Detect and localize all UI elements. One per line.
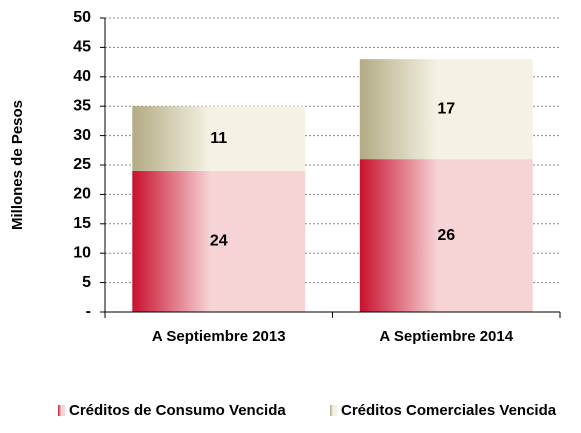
- legend-swatch: [330, 405, 337, 416]
- y-tick-label: 25: [73, 156, 91, 173]
- x-tick-label: A Septiembre 2013: [152, 328, 286, 345]
- legend-label: Créditos Comerciales Vencida: [341, 402, 557, 419]
- y-tick-label: 40: [73, 68, 91, 85]
- y-tick-label: 10: [73, 244, 91, 261]
- bar-segment: [132, 106, 306, 171]
- y-tick-label: 30: [73, 127, 91, 144]
- bar-segment: [359, 59, 533, 160]
- bar-segment: [132, 170, 306, 312]
- y-tick-label: 20: [73, 186, 91, 203]
- legend-label: Créditos de Consumo Vencida: [69, 402, 286, 419]
- y-tick-label: 35: [73, 97, 91, 114]
- y-tick-label: 5: [82, 274, 91, 291]
- data-label: 11: [210, 130, 227, 147]
- data-label: 26: [437, 227, 455, 244]
- bar-segment: [359, 159, 533, 312]
- data-label: 24: [210, 233, 228, 250]
- legend-swatch: [58, 405, 65, 416]
- y-tick-label: 45: [73, 39, 91, 56]
- y-tick-label: -: [86, 303, 91, 320]
- data-label: 17: [437, 100, 455, 117]
- y-axis-label: Millones de Pesos: [9, 100, 26, 230]
- y-tick-label: 15: [73, 215, 91, 232]
- y-tick-label: 50: [73, 9, 91, 26]
- x-tick-label: A Septiembre 2014: [379, 328, 513, 345]
